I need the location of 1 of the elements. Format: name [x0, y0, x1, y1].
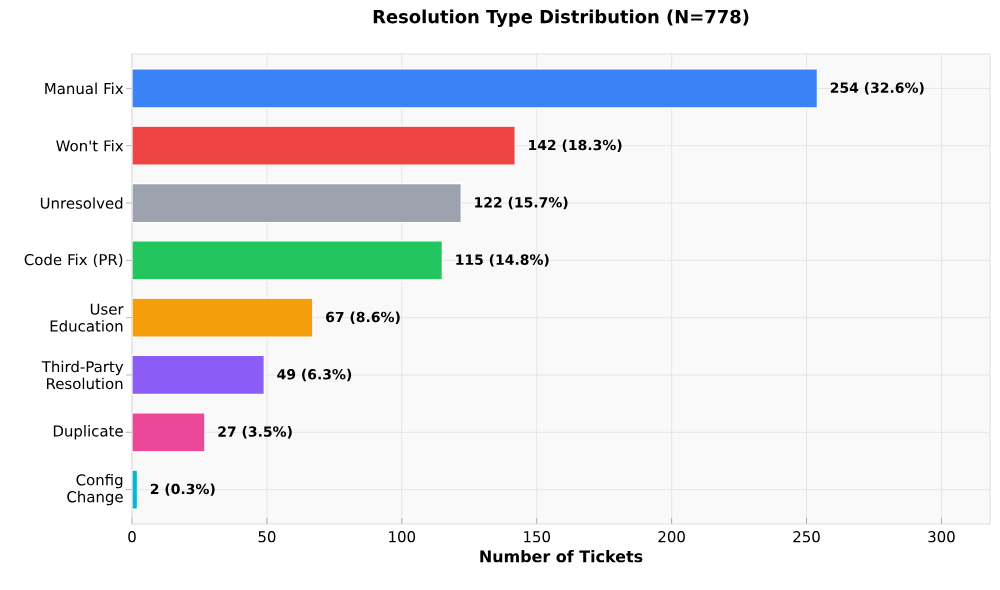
- chart-title: Resolution Type Distribution (N=778): [373, 9, 749, 28]
